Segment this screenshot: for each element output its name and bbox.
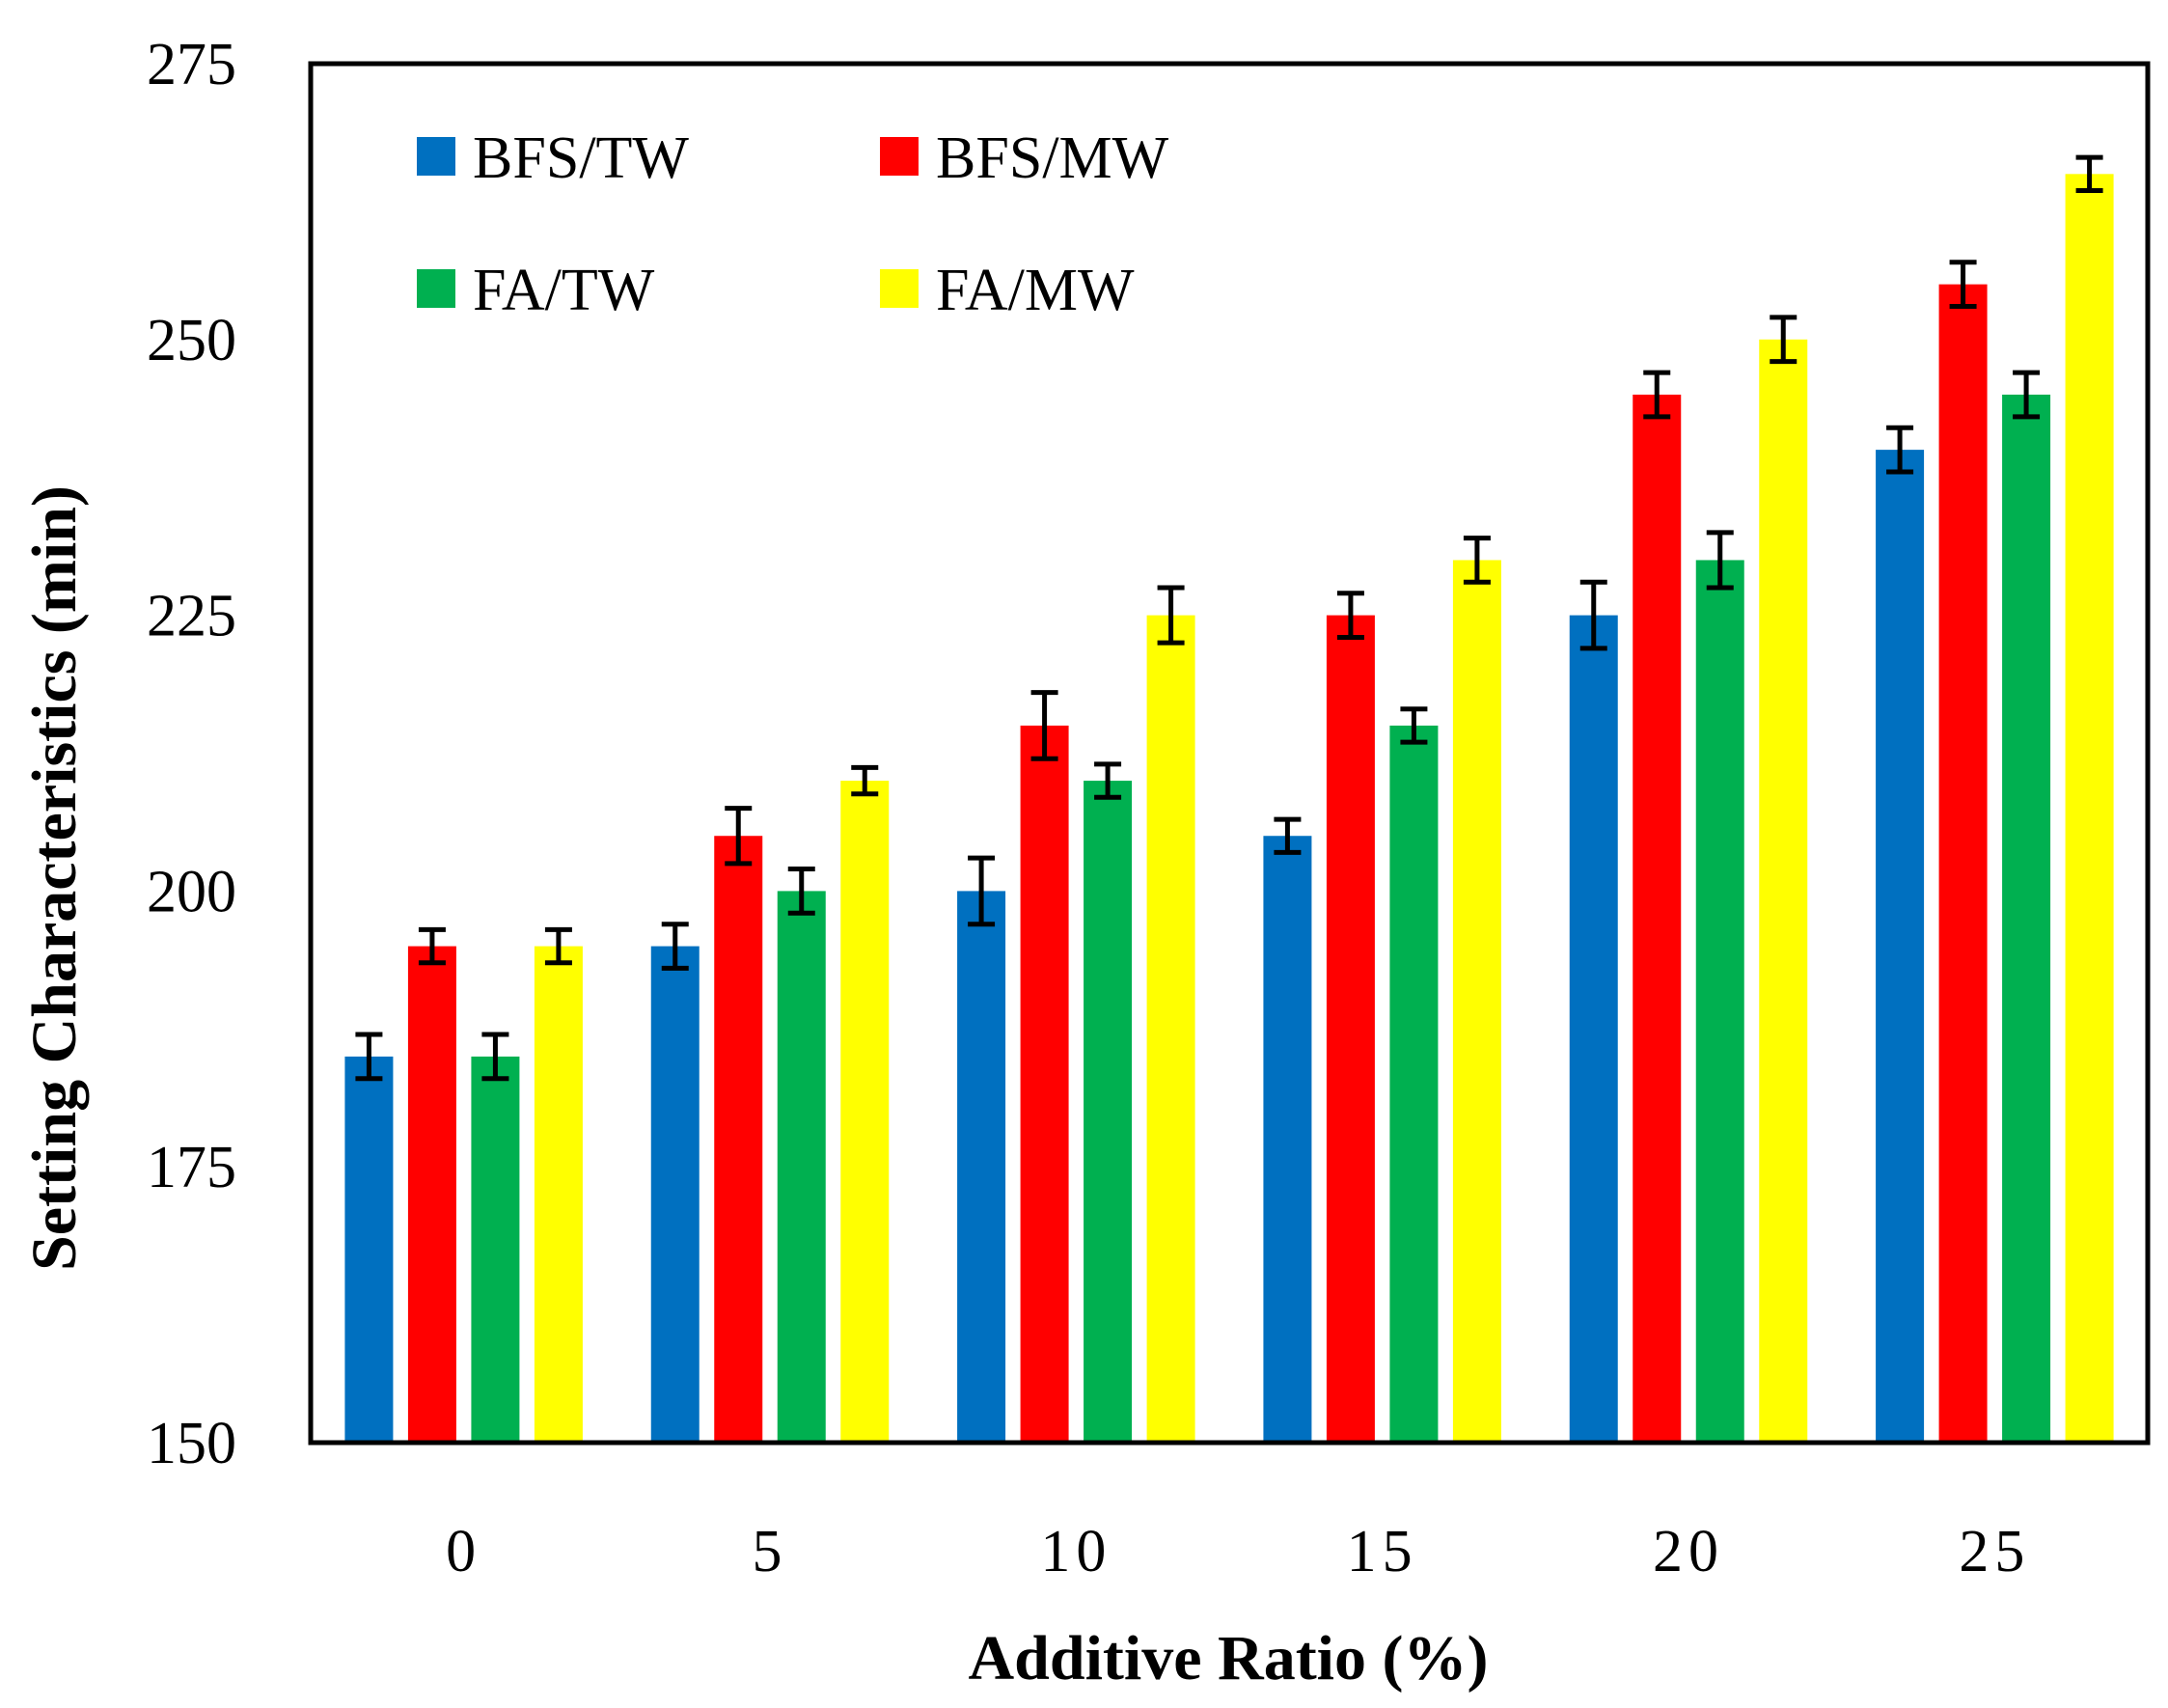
x-tick-label: 20 xyxy=(1653,1519,1724,1584)
error-bar-fa-mw-10 xyxy=(1157,585,1185,646)
error-bar-fa-mw-25 xyxy=(2075,154,2103,193)
legend-swatch xyxy=(880,137,919,176)
bar-fa-mw-5 xyxy=(840,781,890,1443)
error-bar-bfs-mw-20 xyxy=(1643,370,1671,420)
bar-fa-mw-20 xyxy=(1759,339,1808,1443)
bar-fa-tw-5 xyxy=(777,891,826,1443)
bar-bfs-mw-20 xyxy=(1633,394,1682,1444)
x-tick-label: 10 xyxy=(1040,1519,1111,1584)
y-axis-ticks: 150 175 200 225 250 275 xyxy=(147,32,236,1476)
legend-label: BFS/TW xyxy=(473,125,689,191)
bar-bfs-tw-20 xyxy=(1569,615,1618,1443)
y-tick-label: 150 xyxy=(147,1411,236,1476)
legend-item-fa-mw: FA/MW xyxy=(880,258,1135,323)
error-bar-bfs-mw-15 xyxy=(1336,591,1364,640)
bar-bfs-mw-0 xyxy=(407,946,456,1443)
legend-label: BFS/MW xyxy=(936,125,1169,191)
bar-bfs-tw-5 xyxy=(650,946,700,1443)
x-tick-label: 15 xyxy=(1347,1519,1418,1584)
error-bar-bfs-tw-5 xyxy=(661,922,689,971)
error-bar-fa-mw-15 xyxy=(1463,536,1491,585)
error-bar-bfs-mw-25 xyxy=(1949,260,1977,310)
bar-bfs-tw-25 xyxy=(1876,450,1925,1443)
x-tick-label: 5 xyxy=(753,1519,788,1584)
legend-swatch xyxy=(880,269,919,308)
error-bar-fa-tw-0 xyxy=(481,1032,509,1082)
legend-item-fa-tw: FA/TW xyxy=(417,258,655,323)
legend: BFS/TW BFS/MW FA/TW FA/MW xyxy=(417,125,1169,323)
error-bar-fa-tw-25 xyxy=(2013,370,2041,420)
error-bar-fa-tw-10 xyxy=(1094,761,1122,800)
bar-bfs-tw-0 xyxy=(344,1056,394,1443)
bar-fa-tw-10 xyxy=(1084,781,1133,1443)
bar-fa-tw-0 xyxy=(471,1056,520,1443)
y-tick-label: 275 xyxy=(147,32,236,97)
bar-bfs-mw-15 xyxy=(1326,615,1375,1443)
plot-frame xyxy=(308,61,2151,1446)
bars-layer xyxy=(344,174,2114,1444)
error-bar-bfs-mw-0 xyxy=(418,926,446,966)
bar-bfs-mw-5 xyxy=(714,836,763,1443)
error-bar-fa-mw-20 xyxy=(1770,315,1798,365)
legend-label: FA/TW xyxy=(473,258,655,323)
x-tick-label: 0 xyxy=(446,1519,481,1584)
error-bar-bfs-tw-25 xyxy=(1886,425,1914,475)
error-bar-bfs-mw-10 xyxy=(1030,690,1058,761)
y-axis-title: Setting Characteristics (min) xyxy=(19,485,90,1271)
legend-label: FA/MW xyxy=(936,258,1135,323)
bar-bfs-tw-15 xyxy=(1263,836,1312,1443)
y-tick-label: 250 xyxy=(147,308,236,373)
y-tick-label: 175 xyxy=(147,1135,236,1200)
legend-swatch xyxy=(417,269,455,308)
bar-bfs-mw-10 xyxy=(1020,725,1069,1443)
bar-bfs-tw-10 xyxy=(957,891,1006,1443)
error-bar-bfs-tw-15 xyxy=(1274,816,1302,855)
error-bar-bfs-mw-5 xyxy=(725,806,753,867)
error-bar-bfs-tw-10 xyxy=(968,855,996,927)
x-axis-title: Additive Ratio (%) xyxy=(969,1623,1489,1694)
error-bar-fa-tw-5 xyxy=(787,867,815,916)
bar-fa-tw-20 xyxy=(1695,560,1744,1443)
bar-fa-tw-15 xyxy=(1389,725,1439,1443)
error-bar-fa-mw-0 xyxy=(544,926,572,966)
bar-fa-tw-25 xyxy=(2002,394,2051,1444)
bar-fa-mw-10 xyxy=(1146,615,1195,1443)
bar-fa-mw-0 xyxy=(534,946,583,1443)
x-axis-ticks: 0 5 10 15 20 25 xyxy=(446,1519,2030,1584)
y-tick-label: 200 xyxy=(147,859,236,924)
error-bar-fa-tw-15 xyxy=(1400,706,1428,745)
legend-item-bfs-tw: BFS/TW xyxy=(417,125,689,191)
bar-fa-mw-15 xyxy=(1452,560,1501,1443)
error-bars-layer xyxy=(355,154,2103,1082)
error-bar-fa-mw-5 xyxy=(851,764,879,797)
error-bar-bfs-tw-20 xyxy=(1579,579,1607,651)
legend-swatch xyxy=(417,137,455,176)
legend-item-bfs-mw: BFS/MW xyxy=(880,125,1169,191)
bar-fa-mw-25 xyxy=(2065,174,2114,1443)
x-tick-label: 25 xyxy=(1959,1519,2030,1584)
error-bar-fa-tw-20 xyxy=(1706,530,1734,591)
bar-bfs-mw-25 xyxy=(1938,284,1988,1443)
y-tick-label: 225 xyxy=(147,584,236,649)
error-bar-bfs-tw-0 xyxy=(355,1032,383,1082)
